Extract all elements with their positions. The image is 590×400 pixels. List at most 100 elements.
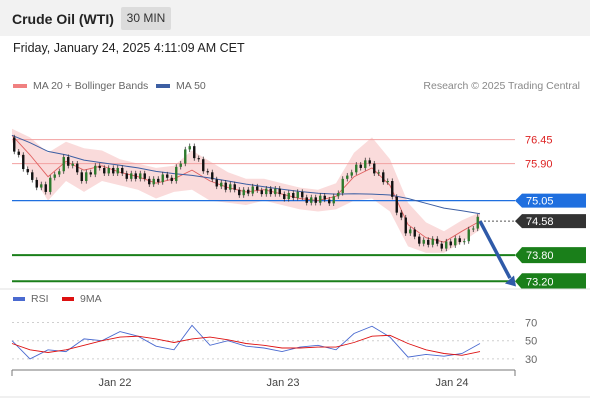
candle-body	[112, 167, 115, 174]
candle-body	[440, 243, 443, 249]
candle-body	[107, 167, 110, 174]
candle-body	[292, 193, 295, 198]
candle-body	[413, 229, 416, 237]
candle-body	[148, 178, 151, 185]
x-tick-label: Jan 23	[266, 377, 299, 389]
candle-body	[377, 172, 380, 174]
legend-ma50: MA 50	[156, 80, 206, 92]
candle-body	[130, 173, 133, 179]
candle-body	[283, 194, 286, 200]
x-tick-label: Jan 22	[98, 377, 131, 389]
chart-header	[0, 0, 590, 36]
candle-body	[328, 199, 331, 204]
candle-body	[242, 189, 245, 196]
candle-body	[314, 197, 317, 203]
rsi-tick-label: 70	[525, 318, 537, 330]
candle-body	[269, 188, 272, 195]
rsi-ma-line	[11, 334, 481, 356]
support-tag	[515, 247, 586, 264]
source-credit: Research © 2025 Trading Central	[423, 80, 580, 92]
candle-body	[170, 177, 173, 182]
candle-body	[116, 167, 119, 174]
candle-body	[220, 182, 223, 187]
candle-body	[404, 217, 407, 234]
candle-body	[80, 172, 83, 182]
candle-body	[341, 178, 344, 194]
candle-body	[382, 172, 385, 183]
candle-body	[386, 181, 389, 183]
candle-body	[139, 173, 142, 179]
candle-body	[319, 195, 322, 203]
candle-body	[368, 160, 371, 164]
instrument-title: Crude Oil (WTI)	[12, 11, 114, 27]
candle-body	[332, 196, 335, 204]
legend-bollinger-label: MA 20 + Bollinger Bands	[33, 80, 149, 92]
candle-body	[409, 229, 412, 234]
candle-body	[202, 159, 205, 172]
candle-body	[31, 172, 34, 180]
ma20-line	[11, 134, 481, 243]
candle-body	[143, 173, 146, 179]
candle-body	[184, 149, 187, 164]
candle-body	[22, 154, 25, 170]
candle-body	[256, 186, 259, 191]
bollinger-band	[12, 128, 480, 253]
candle-body	[175, 166, 178, 182]
candle-body	[62, 157, 65, 172]
candle-body	[85, 172, 88, 182]
support-label: 73.20	[526, 276, 554, 288]
candle-body	[400, 212, 403, 218]
candle-body	[346, 175, 349, 179]
candle-body	[121, 167, 124, 174]
candle-body	[94, 165, 97, 175]
ma50-swatch	[156, 84, 170, 89]
candle-body	[296, 191, 299, 198]
candle-body	[476, 216, 479, 229]
legend-rsi: RSI	[13, 293, 49, 305]
candle-body	[125, 173, 128, 179]
rsi-tick-label: 50	[525, 336, 537, 348]
candle-body	[152, 178, 155, 185]
candle-body	[359, 164, 362, 168]
candle-body	[274, 188, 277, 195]
timestamp: Friday, January 24, 2025 4:11:09 AM CET	[13, 41, 245, 55]
candle-body	[215, 179, 218, 187]
candle-body	[445, 241, 448, 249]
candle-body	[467, 229, 470, 242]
candle-body	[278, 188, 281, 195]
legend-rsi-label: RSI	[31, 293, 49, 305]
candle-body	[161, 174, 164, 183]
legend-bollinger: MA 20 + Bollinger Bands	[13, 80, 148, 92]
candle-body	[229, 184, 232, 190]
candle-body	[436, 238, 439, 244]
candle-body	[179, 163, 182, 167]
candle-body	[251, 186, 254, 194]
candle-body	[305, 197, 308, 203]
candle-body	[224, 182, 227, 190]
candle-body	[26, 169, 29, 173]
candle-body	[40, 184, 43, 188]
candle-body	[395, 196, 398, 213]
candle-body	[418, 236, 421, 244]
bollinger-swatch	[13, 84, 27, 89]
candle-body	[58, 171, 61, 175]
pivot-tag	[515, 193, 586, 208]
candle-body	[13, 137, 16, 152]
candle-body	[188, 146, 191, 150]
candle-body	[463, 241, 466, 243]
candle-body	[134, 173, 137, 179]
candle-body	[103, 167, 106, 174]
candle-body	[71, 163, 74, 166]
legend-rsi-ma: 9MA	[62, 293, 102, 305]
resistance-label: 76.45	[525, 135, 553, 147]
candle-body	[53, 174, 56, 178]
forecast-arrow-head	[505, 275, 516, 287]
candle-body	[157, 178, 160, 183]
candle-body	[391, 181, 394, 197]
last-price-label: 74.58	[526, 216, 554, 228]
timeframe-selector[interactable]: 30 MIN	[121, 7, 171, 30]
candle-body	[422, 239, 425, 244]
candle-body	[310, 197, 313, 203]
rsi-line	[11, 324, 481, 360]
